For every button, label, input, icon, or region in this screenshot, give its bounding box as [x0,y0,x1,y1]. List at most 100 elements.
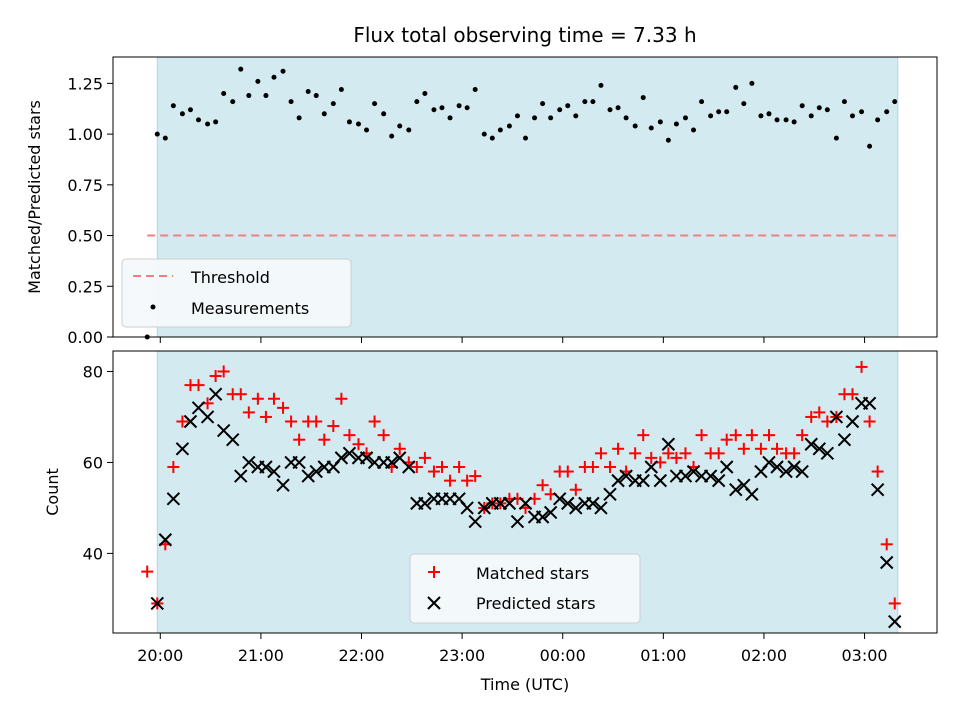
measurement-point [221,91,227,97]
measurement-point [154,131,160,137]
matched-star-point [444,474,457,487]
measurement-point [263,93,269,99]
measurement-point [162,135,168,141]
measurement-point [355,121,361,127]
measurement-point [205,121,211,127]
measurement-point [497,127,503,133]
measurement-point [648,125,654,131]
measurement-point [238,66,244,72]
measurement-point [766,111,772,117]
predicted-star-point [779,464,793,479]
matched-star-point [242,406,255,419]
measurement-point [397,123,403,129]
matched-star-point [453,460,466,473]
matched-star-point [569,483,582,496]
y-tick-label: 0.50 [67,227,103,246]
predicted-star-point [829,410,844,424]
predicted-star-point [787,460,801,474]
matched-star-point [410,460,423,473]
matched-star-point [327,420,340,433]
matched-star-point [209,370,222,383]
predicted-star-point [862,396,877,411]
predicted-star-point [586,496,600,511]
matched-star-point [377,429,390,442]
measurement-point [665,137,671,143]
matched-star-point [629,447,642,460]
top-y-ticks: 0.00 0.25 0.50 0.75 1.00 1.25 [67,74,113,347]
measurement-point [246,93,252,99]
predicted-star-point [561,496,575,511]
chart-title: Flux total observing time = 7.33 h [353,23,696,47]
matched-star-point [418,451,431,464]
matched-star-point [846,388,859,401]
predicted-star-point [150,596,164,611]
measurement-point [623,115,629,121]
measurement-point [816,105,822,111]
predicted-star-point [518,496,533,511]
y-tick-label: 0.00 [67,328,103,347]
measurement-point [472,86,478,92]
matched-star-point [536,479,549,492]
predicted-star-point [644,460,658,474]
matched-star-point [729,429,742,442]
matched-star-point [435,460,448,473]
measurement-point [774,117,780,123]
matched-star-point [720,433,733,446]
measurement-point [565,103,571,109]
predicted-star-point [686,464,701,479]
predicted-star-point [535,510,550,524]
predicted-star-point [208,387,223,401]
measurement-point [179,111,185,117]
measurement-point [532,115,538,121]
predicted-star-point [334,451,349,465]
measurement-point [296,115,302,121]
matched-star-point [167,460,180,473]
matched-star-point [745,429,758,442]
matched-star-point [855,360,868,373]
matched-star-point [368,415,381,428]
x-tick-label: 22:00 [338,646,384,665]
measurement-point [859,109,865,115]
measurement-point [439,105,445,111]
matched-star-point [176,415,189,428]
predicted-star-point [242,455,256,470]
matched-star-point [267,392,280,405]
measurement-point [875,117,881,123]
measurements-legend-swatch [150,304,156,310]
matched-star-point [679,447,692,460]
measurement-point [741,101,747,107]
predicted-star-point [820,446,835,461]
bottom-x-ticks: 20:00 21:00 22:00 23:00 00:00 01:00 02:00 03:00 [137,633,888,665]
predicted-star-point [226,432,240,447]
matched-star-point [796,429,809,442]
matched-star-point [285,415,298,428]
x-axis-label: Time (UTC) [480,675,569,694]
matched-star-point [318,433,331,446]
predicted-star-point [402,460,416,474]
predicted-star-point [762,455,776,470]
x-tick-label: 21:00 [238,646,284,665]
matched-star-point [813,406,826,419]
measurement-point [523,135,529,141]
measurement-point [422,91,428,97]
measurement-point [414,99,420,105]
measurement-point [824,107,830,113]
measurement-point [456,103,462,109]
predicted-star-point [158,533,173,547]
measurement-point [699,99,705,105]
matched-star-point [612,442,625,455]
measurement-point [381,111,387,117]
matched-star-point [234,388,247,401]
y-tick-label: 40 [83,544,103,563]
bottom-legend-box [409,553,641,624]
measurement-point [682,115,688,121]
top-y-axis-label: Matched/Predicted stars [25,100,44,294]
threshold-legend-label: Threshold [190,268,270,287]
measurement-point [196,117,202,123]
bottom-panel: 40 60 80 20:00 21:00 22:00 23:00 00:00 01:00 02:… [43,350,938,694]
x-tick-label: 01:00 [640,646,686,665]
bottom-legend: Matched stars Predicted stars [409,553,641,624]
measurement-point [338,86,344,92]
measurement-point [406,127,412,133]
